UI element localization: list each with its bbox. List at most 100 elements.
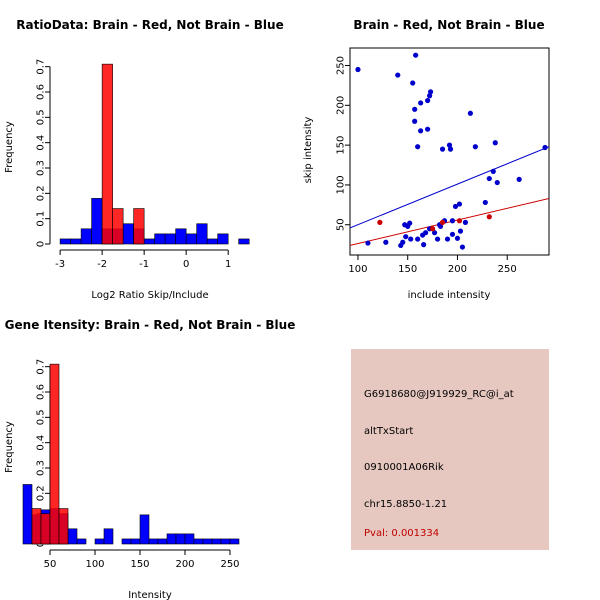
scatter-plot-frame xyxy=(349,47,550,256)
intensity-bar-not-brain xyxy=(202,538,213,545)
intensity-y-tick-label: 0.6 xyxy=(36,384,47,400)
ratio-histogram-ylabel: Frequency xyxy=(4,121,15,173)
intensity-bar-not-brain xyxy=(229,538,240,545)
scatter-point-brain xyxy=(377,219,383,225)
scatter-point-not-brain xyxy=(452,203,459,210)
intensity-y-tick-label: 0.3 xyxy=(36,460,47,476)
ratio-x-tick-label: -3 xyxy=(55,259,65,270)
scatter-point-not-brain xyxy=(449,231,456,237)
intensity-bar-brain xyxy=(31,508,42,545)
scatter-point-not-brain xyxy=(454,235,461,241)
scatter-point-not-brain xyxy=(412,118,418,124)
scatter-point-not-brain xyxy=(400,239,406,245)
intensity-histogram-ylabel: Frequency xyxy=(4,421,15,473)
info-panel: G6918680@J919929_RC@i_at altTxStart 0910… xyxy=(351,349,549,550)
scatter-point-not-brain xyxy=(355,66,361,73)
intensity-bar-not-brain xyxy=(166,533,177,545)
ratio-histogram-xlabel: Log2 Ratio Skip/Include xyxy=(91,290,208,301)
scatter-point-not-brain xyxy=(425,97,431,104)
ratio-x-tick-label: -2 xyxy=(97,259,107,270)
scatter-point-not-brain xyxy=(383,239,389,245)
ratio-bar-not-brain xyxy=(164,233,176,245)
intensity-bar-not-brain xyxy=(148,538,159,545)
scatter-point-not-brain xyxy=(447,146,454,152)
scatter-x-tick-label: 150 xyxy=(398,264,417,275)
intensity-bar-brain xyxy=(58,508,69,545)
scatter-point-not-brain xyxy=(365,240,371,246)
scatter-point-not-brain xyxy=(456,201,463,207)
scatter-point-not-brain xyxy=(425,126,431,132)
scatter-point-not-brain xyxy=(472,144,478,150)
intensity-y-tick-label: 0.7 xyxy=(36,359,47,375)
scatter-point-not-brain xyxy=(467,110,473,116)
intensity-y-tick-label: 0.5 xyxy=(36,409,47,425)
ratio-y-tick-label: 0.4 xyxy=(36,135,47,151)
scatter-point-brain xyxy=(439,219,446,225)
intensity-y-tick-label: 0.4 xyxy=(36,435,47,451)
info-event-type: altTxStart xyxy=(364,426,413,437)
ratio-bar-brain xyxy=(112,208,124,245)
scatter-point-not-brain xyxy=(403,234,409,240)
scatter-point-not-brain xyxy=(415,144,421,150)
scatter-y-tick-label: 50 xyxy=(336,218,347,231)
scatter-point-not-brain xyxy=(427,93,433,99)
scatter-point-not-brain xyxy=(421,242,427,248)
scatter-x-tick-label: 250 xyxy=(498,264,517,275)
scatter-point-not-brain xyxy=(423,230,429,236)
ratio-bar-not-brain xyxy=(91,198,103,245)
scatter-point-not-brain xyxy=(431,230,438,236)
intensity-x-tick-label: 200 xyxy=(175,559,194,570)
intensity-bar-not-brain xyxy=(103,528,114,545)
ratio-bar-not-brain xyxy=(80,228,92,245)
ratio-x-tick-label: 1 xyxy=(225,259,231,270)
ratio-bar-not-brain xyxy=(122,223,134,245)
intensity-bar-not-brain xyxy=(175,533,186,545)
ratio-y-tick-label: 0.6 xyxy=(36,84,47,100)
scatter-y-tick-label: 250 xyxy=(336,56,347,75)
scatter-y-tick-label: 150 xyxy=(336,136,347,155)
scatter-point-not-brain xyxy=(413,52,419,58)
scatter-point-not-brain xyxy=(415,236,421,242)
scatter-point-not-brain xyxy=(457,228,464,234)
scatter-fit-line-brain xyxy=(350,197,549,246)
scatter-point-not-brain xyxy=(407,220,413,226)
scatter-point-not-brain xyxy=(516,176,522,182)
intensity-bar-not-brain xyxy=(76,538,87,545)
ratio-y-tick-label: 0.7 xyxy=(36,59,47,75)
info-probe-id: G6918680@J919929_RC@i_at xyxy=(364,389,514,400)
intensity-bar-brain xyxy=(49,363,60,545)
scatter-point-not-brain xyxy=(412,106,418,112)
intensity-bar-not-brain xyxy=(67,528,78,545)
scatter-title: Brain - Red, Not Brain - Blue xyxy=(353,18,544,32)
intensity-bar-brain xyxy=(40,513,51,545)
scatter-point-not-brain xyxy=(542,144,548,151)
intensity-bar-not-brain xyxy=(121,538,132,545)
scatter-point-not-brain xyxy=(437,223,444,229)
scatter-point-brain xyxy=(456,218,463,224)
ratio-bar-brain xyxy=(133,208,145,245)
scatter-y-tick-label: 100 xyxy=(336,175,347,194)
scatter-point-brain xyxy=(429,226,436,232)
scatter-x-tick-label: 200 xyxy=(448,264,467,275)
ratio-bar-not-brain xyxy=(154,233,166,245)
intensity-bar-not-brain xyxy=(220,538,231,545)
scatter-x-tick-label: 100 xyxy=(348,264,367,275)
ratio-bar-not-brain xyxy=(217,233,229,245)
scatter-point-not-brain xyxy=(395,72,401,78)
scatter-fit-line-not-brain xyxy=(350,146,549,229)
ratio-y-tick-label: 0 xyxy=(36,241,47,247)
scatter-point-not-brain xyxy=(459,244,466,250)
ratio-bar-not-brain xyxy=(238,238,250,245)
ratio-bar-not-brain xyxy=(70,238,82,245)
intensity-bar-not-brain xyxy=(184,533,195,545)
intensity-x-tick-label: 50 xyxy=(44,559,57,570)
info-location: chr15.8850-1.21 xyxy=(364,499,447,510)
info-background xyxy=(351,349,549,550)
ratio-bar-not-brain xyxy=(206,238,218,245)
scatter-y-tick-label: 200 xyxy=(336,96,347,115)
intensity-x-tick-label: 100 xyxy=(85,559,104,570)
ratio-y-tick-label: 0.2 xyxy=(36,185,47,201)
intensity-histogram-title: Gene Itensity: Brain - Red, Not Brain - … xyxy=(5,318,296,332)
ratio-x-tick-label: 0 xyxy=(183,259,189,270)
